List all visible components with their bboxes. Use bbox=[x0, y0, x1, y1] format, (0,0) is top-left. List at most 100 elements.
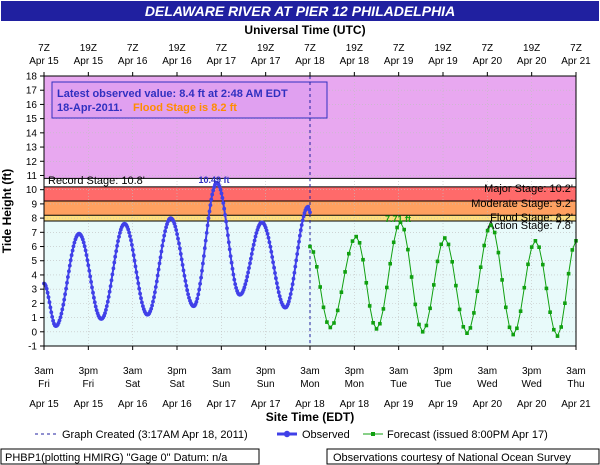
observed-point bbox=[151, 299, 155, 304]
observed-point bbox=[92, 295, 96, 300]
observed-point bbox=[133, 264, 138, 269]
observed-point bbox=[105, 299, 110, 304]
forecast-point bbox=[388, 261, 392, 266]
observed-point bbox=[127, 230, 131, 235]
bottom-x-tick-day: Sat bbox=[125, 379, 140, 390]
bottom-x-tick-time: 3pm bbox=[167, 366, 186, 377]
observed-point bbox=[185, 288, 190, 293]
observed-point bbox=[232, 277, 237, 282]
top-x-tick-time: 19Z bbox=[523, 43, 540, 54]
observed-point bbox=[291, 276, 296, 281]
observed-point bbox=[243, 282, 248, 287]
observed-point bbox=[223, 213, 228, 217]
forecast-point bbox=[552, 327, 556, 332]
observed-point bbox=[298, 233, 302, 238]
observed-point bbox=[140, 300, 144, 305]
forecast-point bbox=[328, 325, 333, 330]
observed-point bbox=[159, 249, 164, 254]
forecast-series bbox=[308, 220, 578, 338]
forecast-point bbox=[406, 247, 410, 252]
observed-point bbox=[249, 252, 254, 256]
observed-point bbox=[254, 231, 259, 235]
observed-point bbox=[130, 248, 135, 252]
forecast-point bbox=[504, 305, 508, 310]
forecast-point bbox=[537, 245, 541, 249]
top-x-tick-date: Apr 16 bbox=[162, 56, 192, 67]
observed-point bbox=[220, 196, 225, 200]
observed-point bbox=[195, 296, 200, 301]
forecast-point bbox=[385, 285, 389, 290]
observed-point bbox=[292, 270, 297, 275]
observed-point bbox=[266, 235, 271, 240]
forecast-point bbox=[332, 321, 336, 325]
observed-point bbox=[187, 295, 191, 300]
bottom-x-tick-day: Tue bbox=[435, 379, 452, 390]
observed-point bbox=[70, 248, 75, 253]
bottom-x-tick-day: Wed bbox=[521, 379, 541, 390]
forecast-point bbox=[446, 242, 451, 247]
forecast-point bbox=[413, 302, 418, 307]
forecast-point bbox=[315, 265, 319, 269]
observed-point bbox=[211, 188, 216, 193]
legend-forecast-marker bbox=[371, 432, 375, 436]
forecast-point bbox=[541, 262, 545, 267]
footer-right-text: Observations courtesy of National Ocean … bbox=[333, 452, 571, 464]
observed-series bbox=[42, 180, 312, 328]
observed-point bbox=[230, 266, 235, 271]
forecast-point bbox=[475, 289, 480, 293]
observed-point bbox=[244, 278, 249, 283]
observed-point bbox=[208, 203, 213, 208]
top-axis-title: Universal Time (UTC) bbox=[244, 23, 365, 37]
info-flood-text: Flood Stage is 8.2 ft bbox=[133, 102, 237, 114]
observed-point bbox=[137, 286, 142, 291]
observed-point bbox=[209, 197, 214, 202]
bottom-x-tick-date: Apr 19 bbox=[384, 399, 414, 410]
observed-point bbox=[103, 311, 107, 315]
y-tick-label: 7 bbox=[31, 228, 37, 239]
title-bar bbox=[1, 1, 599, 21]
top-x-tick-date: Apr 20 bbox=[517, 56, 547, 67]
observed-point bbox=[118, 231, 122, 235]
observed-point bbox=[278, 297, 283, 302]
observed-point bbox=[199, 275, 204, 280]
observed-point bbox=[153, 285, 158, 289]
observed-point bbox=[274, 276, 278, 281]
forecast-point bbox=[563, 301, 567, 305]
forecast-point bbox=[335, 308, 340, 313]
observed-point bbox=[63, 292, 67, 297]
forecast-point bbox=[533, 239, 538, 243]
observed-point bbox=[64, 286, 68, 291]
observed-point bbox=[114, 249, 119, 254]
observed-point bbox=[86, 263, 91, 268]
top-x-tick-time: 7Z bbox=[570, 43, 582, 54]
observed-point bbox=[228, 254, 233, 258]
observed-point bbox=[135, 275, 140, 280]
forecast-point bbox=[511, 332, 515, 337]
observed-point bbox=[104, 304, 109, 308]
observed-point bbox=[149, 306, 154, 311]
observed-point bbox=[150, 303, 155, 308]
forecast-point bbox=[496, 250, 501, 255]
bottom-x-tick-time: 3am bbox=[566, 366, 585, 377]
y-tick-label: 14 bbox=[26, 128, 38, 139]
observed-point bbox=[210, 192, 215, 197]
top-x-tick-time: 7Z bbox=[481, 43, 493, 54]
legend-observed-label: Observed bbox=[302, 429, 350, 441]
observed-point bbox=[242, 285, 247, 290]
y-tick-label: 18 bbox=[26, 72, 38, 83]
top-x-tick-date: Apr 18 bbox=[340, 56, 370, 67]
observed-point bbox=[203, 238, 208, 243]
bottom-x-tick-time: 3pm bbox=[522, 366, 541, 377]
observed-point bbox=[231, 272, 236, 277]
observed-point bbox=[222, 206, 227, 211]
observed-point bbox=[82, 244, 87, 249]
observed-point bbox=[194, 300, 199, 304]
observed-point bbox=[263, 225, 268, 230]
observed-point bbox=[275, 281, 279, 286]
top-x-tick-date: Apr 17 bbox=[207, 56, 237, 67]
observed-point bbox=[130, 243, 134, 247]
observed-point bbox=[44, 286, 49, 291]
observed-point bbox=[276, 290, 281, 295]
observed-point bbox=[272, 265, 276, 270]
observed-point bbox=[43, 284, 48, 288]
